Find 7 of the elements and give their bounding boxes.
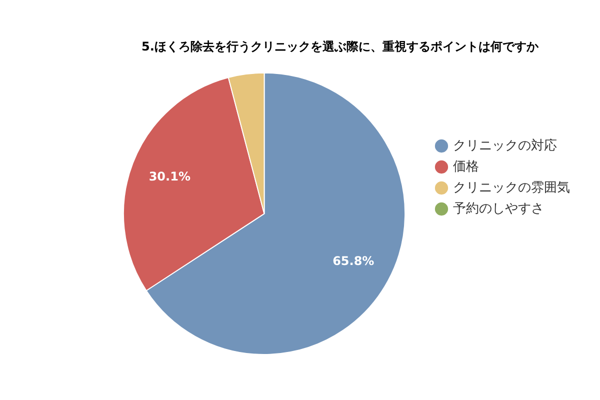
chart-title: 5.ほくろ除去を行うクリニックを選ぶ際に、重視するポイントは何ですか xyxy=(142,39,540,54)
legend-label: クリニックの対応 xyxy=(453,137,557,154)
data-label: 30.1% xyxy=(148,169,190,184)
legend-label: 予約のしやすさ xyxy=(453,201,544,216)
legend-label: クリニックの雰囲気 xyxy=(453,180,570,196)
data-label: 65.8% xyxy=(332,254,374,268)
legend-label: 価格 xyxy=(453,159,479,174)
